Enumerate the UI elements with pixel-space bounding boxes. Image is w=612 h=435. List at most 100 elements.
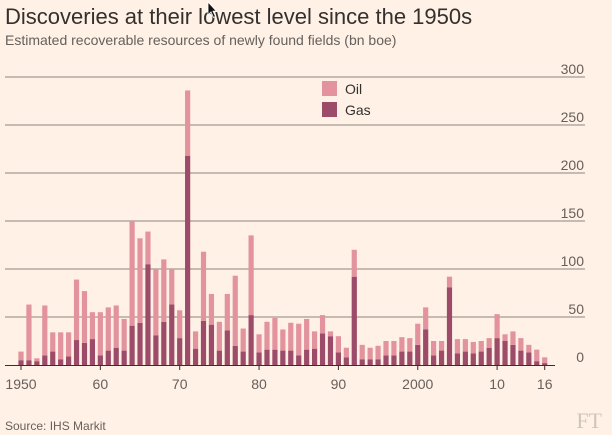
bar-gas [145, 264, 151, 365]
bar-oil [121, 318, 127, 351]
bar-gas [407, 351, 413, 365]
bar-oil [26, 304, 32, 361]
bar-oil [248, 235, 254, 316]
bar-oil [367, 347, 373, 360]
y-tick-label: 250 [561, 109, 585, 125]
bar-gas [502, 341, 508, 365]
bar-gas [272, 349, 278, 365]
bar-gas [518, 350, 524, 365]
bar-gas [494, 338, 500, 365]
bar-gas [121, 350, 127, 365]
bar-gas [224, 330, 230, 365]
y-tick-label: 100 [561, 253, 585, 269]
bar-gas [105, 350, 111, 365]
bar-oil [510, 331, 516, 345]
bar-gas [319, 333, 326, 365]
bar-oil [446, 276, 453, 288]
bar-oil [518, 338, 524, 351]
bar-oil [81, 291, 88, 343]
bar-oil [438, 341, 445, 351]
bar-gas [327, 336, 334, 365]
bar-oil [89, 312, 96, 340]
bar-oil [407, 338, 413, 352]
x-tick-label: 2000 [402, 376, 433, 392]
bar-gas [256, 352, 262, 365]
bar-gas [129, 325, 135, 365]
x-tick-label: 90 [331, 376, 347, 392]
bar-gas [454, 353, 461, 365]
bar-gas [42, 355, 48, 365]
bar-oil [256, 334, 262, 353]
bar-gas [423, 329, 429, 365]
bar-oil [18, 351, 24, 361]
bar-gas [58, 359, 64, 365]
y-tick-label: 0 [576, 349, 584, 365]
bar-gas [280, 350, 286, 365]
bar-oil [192, 331, 199, 349]
bar-oil [542, 357, 548, 364]
bar-oil [177, 310, 183, 339]
bar-gas [510, 344, 516, 365]
bar-gas [288, 350, 294, 365]
bar-oil [454, 339, 461, 354]
bar-gas [73, 340, 80, 365]
y-tick-label: 300 [561, 61, 585, 77]
bar-oil [129, 221, 135, 326]
bar-gas [192, 348, 199, 365]
legend-swatch-oil [322, 81, 337, 96]
bar-oil [272, 317, 278, 350]
legend-label-oil: Oil [345, 81, 362, 97]
x-tick-label: 10 [489, 376, 505, 392]
x-tick-label: 1950 [5, 376, 36, 392]
bar-gas [161, 321, 167, 365]
bar-gas [208, 324, 215, 365]
x-tick-label: 16 [537, 376, 553, 392]
bar-gas [50, 351, 56, 365]
bar-gas [240, 351, 246, 365]
bar-oil [200, 251, 207, 321]
bar-gas [304, 349, 310, 365]
bar-oil [208, 293, 215, 325]
bar-gas [296, 355, 302, 365]
bar-oil [50, 332, 56, 352]
bar-gas [97, 355, 103, 365]
bar-gas [415, 344, 421, 365]
bar-gas [446, 287, 453, 365]
bar-gas [431, 355, 437, 365]
bar-gas [375, 359, 381, 365]
bar-gas [335, 352, 341, 365]
bar-oil [462, 339, 468, 352]
bar-gas [177, 338, 183, 365]
bar-gas [113, 347, 119, 365]
bar-oil [161, 259, 167, 322]
bar-oil [486, 338, 492, 348]
bar-oil [399, 337, 405, 352]
y-tick-label: 200 [561, 157, 585, 173]
bar-oil [73, 279, 80, 341]
bar-gas [383, 355, 389, 365]
bar-oil [105, 307, 111, 351]
bar-oil [42, 305, 48, 356]
mouse-cursor-icon [207, 1, 217, 19]
bar-oil [264, 321, 270, 350]
chart-title: Discoveries at their lowest level since … [5, 4, 473, 29]
bar-oil [423, 307, 429, 330]
bar-oil [431, 341, 437, 356]
bar-oil [216, 321, 222, 351]
x-tick-label: 60 [93, 376, 109, 392]
bar-gas [311, 348, 318, 365]
bar-gas [137, 322, 143, 365]
bar-oil [391, 341, 397, 356]
bar-oil [137, 238, 143, 323]
source-note: Source: IHS Markit [5, 419, 106, 433]
bar-oil [311, 331, 318, 349]
bar-oil [359, 344, 365, 360]
bar-oil [66, 332, 72, 357]
bar-oil [478, 341, 484, 352]
bar-oil [240, 328, 246, 352]
bar-oil [185, 90, 191, 156]
bar-oil [343, 347, 349, 358]
bar-gas [367, 359, 373, 365]
bar-oil [470, 341, 476, 354]
